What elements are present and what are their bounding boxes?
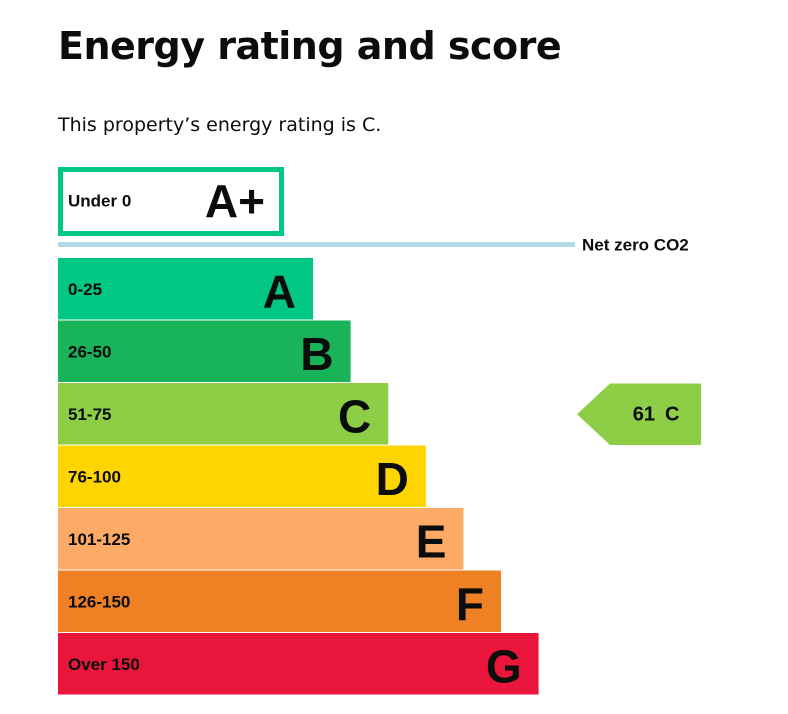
- current-rating-arrow: [577, 383, 701, 445]
- band-letter-a-plus: A+: [205, 175, 265, 227]
- net-zero-line: [58, 242, 575, 247]
- band-bar-d: [58, 445, 426, 507]
- band-range-b: 26-50: [68, 342, 111, 361]
- band-bar-c: [58, 383, 389, 445]
- band-letter-a: A: [263, 265, 296, 317]
- band-bar-e: [58, 508, 464, 570]
- band-range-a: 0-25: [68, 280, 102, 299]
- band-range-a-plus: Under 0: [68, 192, 131, 211]
- band-letter-e: E: [416, 515, 447, 567]
- band-bar-g: [58, 633, 539, 695]
- band-letter-b: B: [300, 328, 333, 380]
- band-bar-b: [58, 320, 351, 382]
- band-range-d: 76-100: [68, 467, 121, 486]
- net-zero-label: Net zero CO2: [582, 236, 689, 255]
- band-range-c: 51-75: [68, 405, 111, 424]
- band-letter-f: F: [456, 578, 484, 630]
- band-bar-f: [58, 570, 501, 632]
- band-range-e: 101-125: [68, 530, 130, 549]
- band-letter-d: D: [376, 453, 409, 505]
- band-letter-g: G: [486, 640, 522, 692]
- current-rating: C: [665, 403, 679, 425]
- current-score: 61: [633, 403, 655, 425]
- band-bar-a: [58, 258, 313, 320]
- band-letter-c: C: [338, 390, 371, 442]
- page-title: Energy rating and score: [58, 24, 562, 68]
- band-bar-a-plus: [58, 167, 284, 236]
- rating-summary: This property’s energy rating is C.: [58, 114, 382, 136]
- band-range-f: 126-150: [68, 592, 130, 611]
- band-range-g: Over 150: [68, 655, 140, 674]
